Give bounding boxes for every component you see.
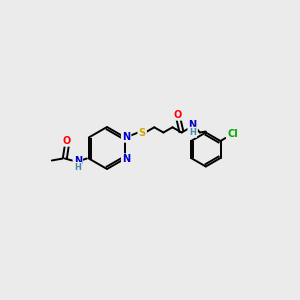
- Text: H: H: [74, 163, 81, 172]
- Text: O: O: [63, 136, 71, 146]
- Text: N: N: [122, 131, 130, 142]
- Text: Cl: Cl: [227, 129, 238, 139]
- Text: N: N: [74, 155, 82, 166]
- Text: N: N: [189, 120, 197, 130]
- Text: N: N: [122, 154, 130, 164]
- Text: O: O: [173, 110, 182, 119]
- Text: H: H: [189, 128, 196, 137]
- Text: S: S: [139, 128, 146, 137]
